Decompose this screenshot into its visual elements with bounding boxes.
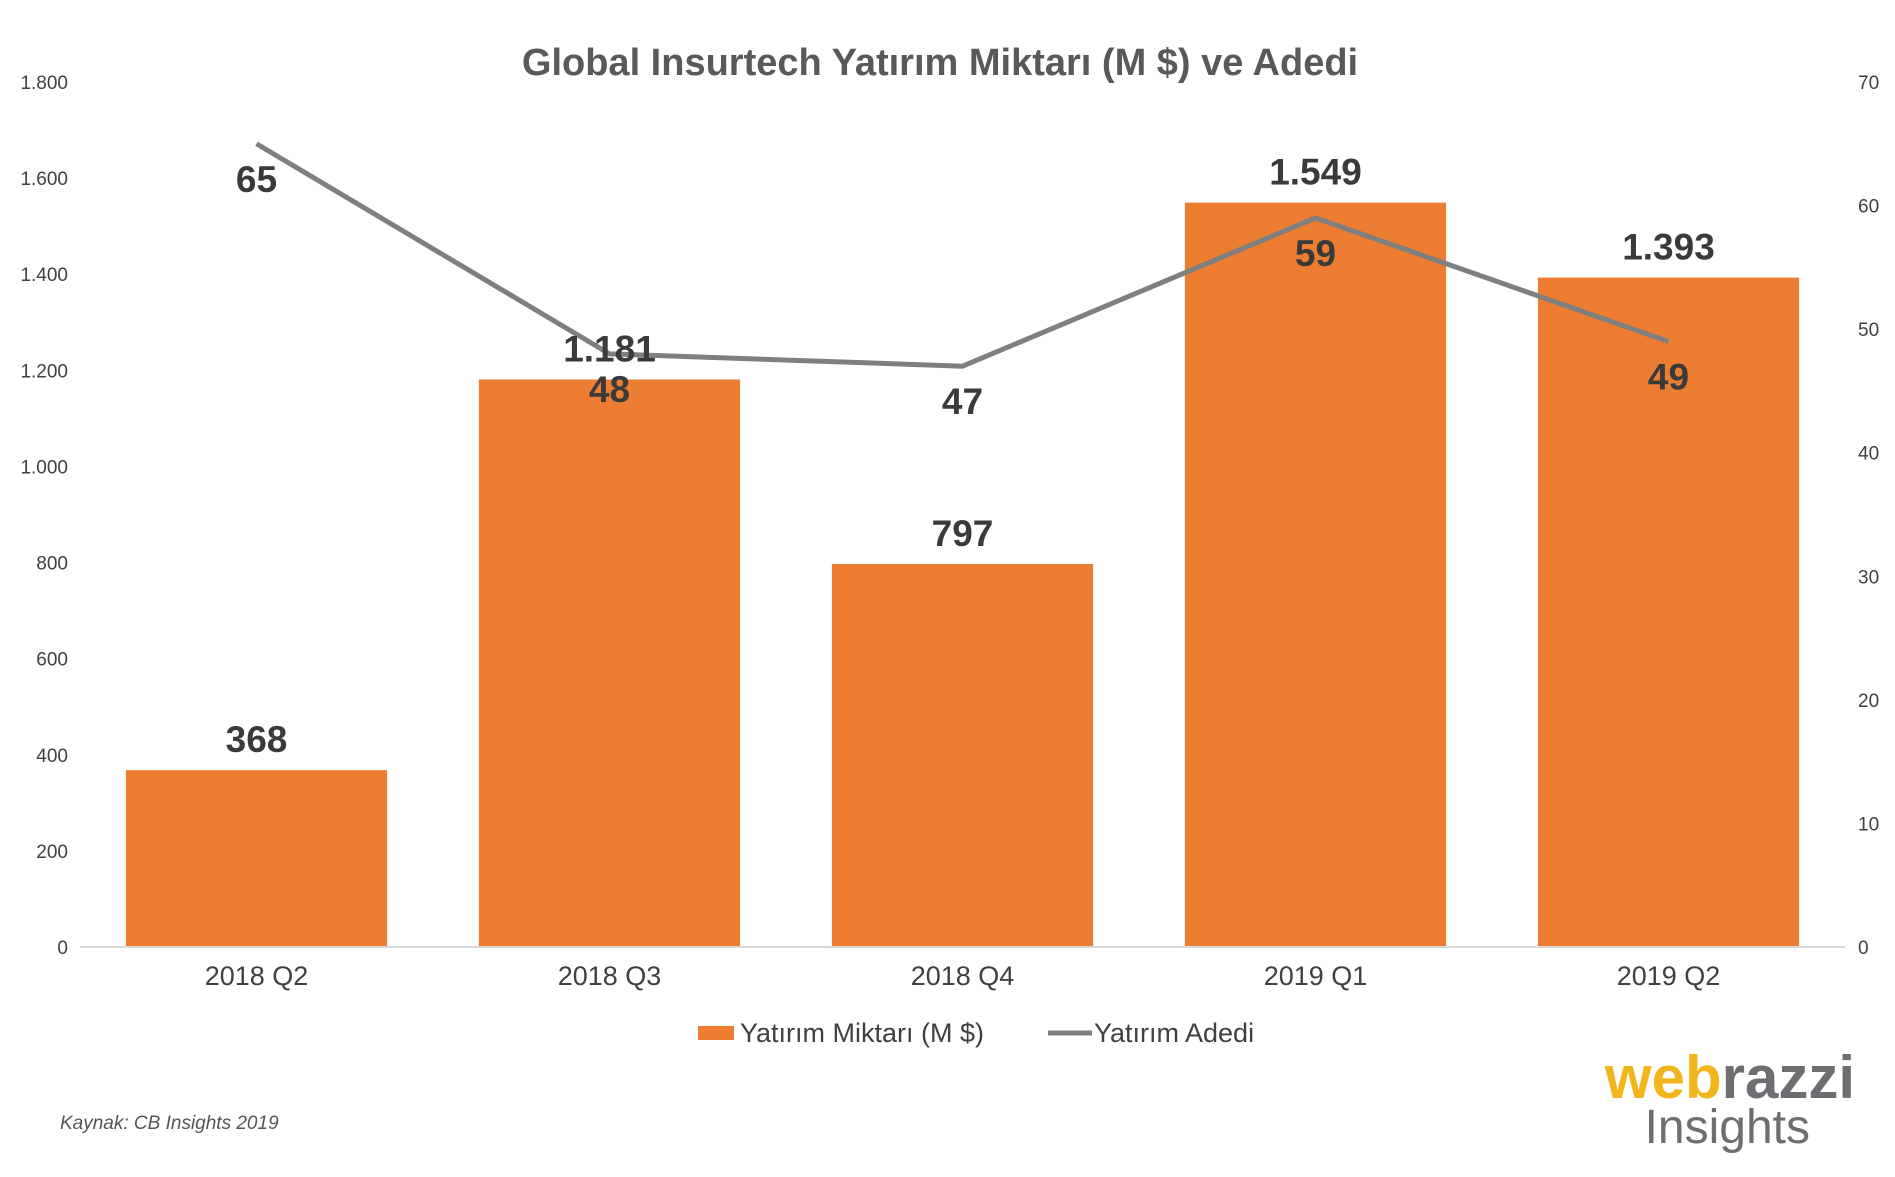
x-tick-label: 2018 Q3	[558, 961, 662, 991]
left-axis: 0 200 400 600 800 1.000 1.200 1.400 1.600 1.800	[20, 73, 68, 959]
left-tick-label: 400	[36, 746, 68, 767]
right-tick-label: 70	[1858, 73, 1879, 94]
legend-label-bar: Yatırım Miktarı (M $)	[740, 1018, 984, 1048]
series-line	[255, 141, 1670, 369]
legend-swatch-bar	[698, 1026, 734, 1040]
line-value-label: 47	[942, 381, 983, 422]
bar-value-label: 1.393	[1622, 227, 1715, 268]
bar-value-label: 1.181	[563, 328, 656, 369]
left-tick-label: 1.000	[20, 457, 68, 478]
bar	[1184, 202, 1447, 947]
right-tick-label: 10	[1858, 814, 1879, 835]
source-note: Kaynak: CB Insights 2019	[60, 1113, 279, 1134]
data-labels: 368 1.181 797 1.549 1.393 65 48 47 59 49	[226, 152, 1715, 761]
left-tick-label: 200	[36, 842, 68, 863]
right-tick-label: 40	[1858, 444, 1879, 465]
left-tick-label: 1.600	[20, 169, 68, 190]
left-tick-label: 800	[36, 554, 68, 575]
left-tick-label: 0	[57, 938, 68, 959]
left-tick-label: 600	[36, 650, 68, 671]
right-axis: 0 10 20 30 40 50 60 70	[1858, 73, 1879, 959]
bar-value-label: 1.549	[1269, 152, 1362, 193]
bar-value-label: 368	[226, 719, 288, 760]
bar-value-label: 797	[932, 513, 994, 554]
right-tick-label: 60	[1858, 197, 1879, 218]
right-tick-label: 30	[1858, 567, 1879, 588]
line-value-label: 49	[1648, 357, 1689, 398]
right-tick-label: 0	[1858, 938, 1869, 959]
line-value-label: 48	[589, 369, 630, 410]
webrazzi-logo: webrazzi Insights	[1604, 1044, 1855, 1154]
legend-label-line: Yatırım Adedi	[1094, 1018, 1254, 1048]
bar	[1537, 277, 1800, 947]
right-tick-label: 50	[1858, 320, 1879, 341]
x-tick-label: 2019 Q2	[1617, 961, 1721, 991]
bar	[125, 770, 388, 947]
left-tick-label: 1.200	[20, 361, 68, 382]
line-value-label: 65	[236, 159, 277, 200]
chart-title: Global Insurtech Yatırım Miktarı (M $) v…	[522, 42, 1358, 84]
legend: Yatırım Miktarı (M $) Yatırım Adedi	[698, 1018, 1254, 1048]
bar	[831, 563, 1094, 947]
logo-razzi: razzi	[1722, 1044, 1855, 1111]
bar-series	[125, 202, 1800, 948]
bar	[478, 379, 741, 948]
logo-insights: Insights	[1645, 1101, 1810, 1154]
logo-web: web	[1604, 1044, 1722, 1111]
logo-wordmark: webrazzi	[1604, 1044, 1855, 1111]
line-value-label: 59	[1295, 233, 1336, 274]
x-tick-label: 2018 Q4	[911, 961, 1015, 991]
line-series	[255, 141, 1670, 369]
left-tick-label: 1.400	[20, 265, 68, 286]
x-tick-label: 2019 Q1	[1264, 961, 1368, 991]
x-tick-label: 2018 Q2	[205, 961, 309, 991]
x-axis: 2018 Q2 2018 Q3 2018 Q4 2019 Q1 2019 Q2	[205, 961, 1721, 991]
right-tick-label: 20	[1858, 691, 1879, 712]
left-tick-label: 1.800	[20, 73, 68, 94]
